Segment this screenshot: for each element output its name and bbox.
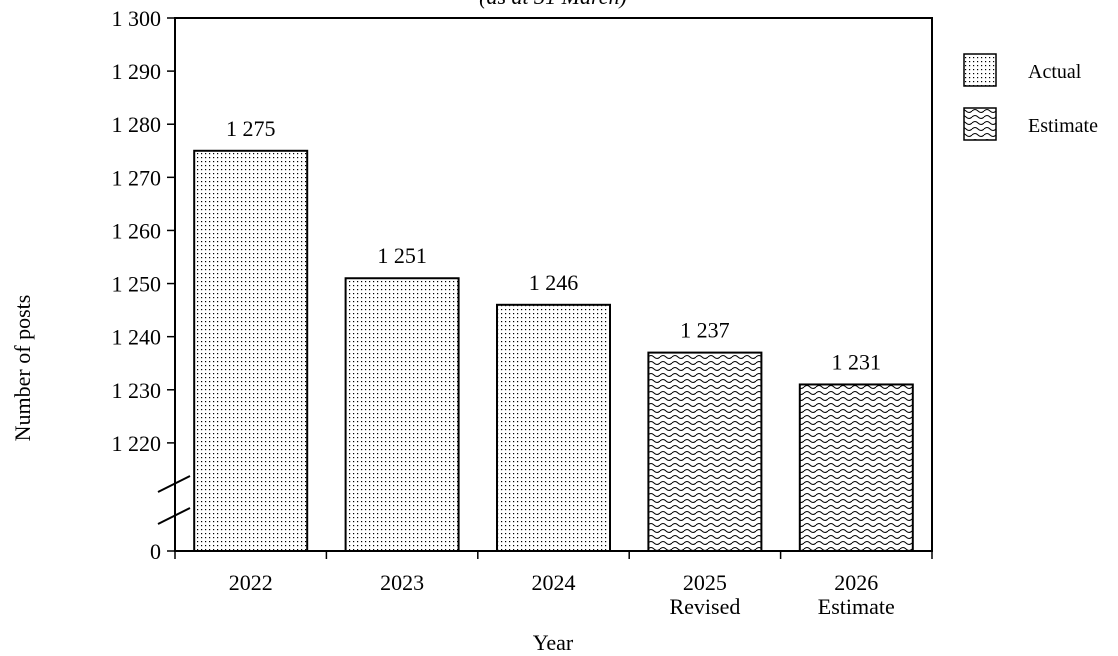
bar-2026: [798, 383, 914, 553]
data-label-2023: 1 251: [377, 243, 427, 268]
x-tick-label: 2025: [683, 570, 727, 595]
y-tick-label: 1 270: [112, 165, 162, 190]
y-tick-label: 1 250: [112, 272, 162, 297]
bar-2024: [496, 303, 611, 552]
y-axis-label: Number of posts: [10, 295, 35, 442]
x-tick-label: 2022: [229, 570, 273, 595]
x-axis-label: Year: [533, 630, 574, 655]
bar-2023: [344, 277, 460, 552]
y-tick-label: 1 240: [112, 325, 162, 350]
legend-label-estimate: Estimate: [1028, 115, 1098, 137]
y-tick-label: 1 230: [112, 378, 162, 403]
y-tick-label: 1 280: [112, 112, 162, 137]
x-tick-label: 2024: [532, 570, 576, 595]
y-tick-label: 1 260: [112, 218, 162, 243]
x-tick-sublabel: Estimate: [818, 594, 895, 619]
x-tick-sublabel: Revised: [669, 594, 740, 619]
axis-break-mark: [157, 507, 191, 525]
data-label-2024: 1 246: [529, 270, 579, 295]
axis-break-mark: [157, 475, 191, 493]
legend-swatch-estimate: [963, 107, 997, 141]
legend-label-actual: Actual: [1028, 61, 1082, 83]
x-tick-label: 2026: [834, 570, 878, 595]
x-tick-label: 2023: [380, 570, 424, 595]
data-label-2026: 1 231: [832, 349, 882, 374]
y-tick-label-zero: 0: [150, 539, 161, 564]
bar-2022: [193, 149, 309, 552]
data-label-2022: 1 275: [226, 116, 276, 141]
legend-swatch-actual: [963, 53, 997, 87]
plot-area: 1 300 1 290 1 280 1 270 1 260 1 250 1 240 1 230…: [112, 6, 933, 619]
y-tick-label: 1 300: [112, 6, 162, 31]
bar-2025: [647, 351, 763, 552]
chart-subtitle: (as at 31 March): [479, 0, 627, 9]
y-tick-label: 1 290: [112, 59, 162, 84]
legend: Actual Estimate: [963, 53, 1098, 141]
y-tick-label: 1 220: [112, 431, 162, 456]
data-label-2025: 1 237: [680, 318, 730, 343]
